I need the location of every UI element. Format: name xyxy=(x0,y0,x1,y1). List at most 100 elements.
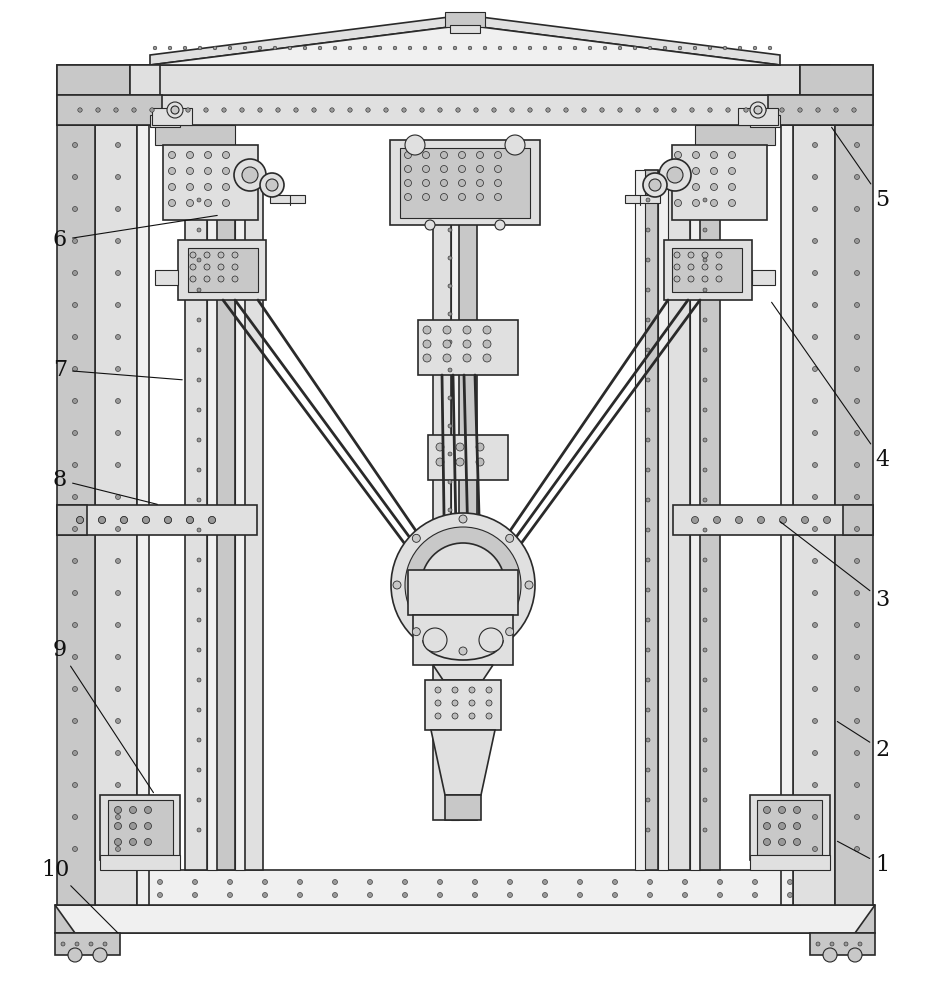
Circle shape xyxy=(573,46,577,50)
Bar xyxy=(155,270,178,285)
Circle shape xyxy=(441,151,447,158)
Circle shape xyxy=(852,108,857,112)
Circle shape xyxy=(816,942,820,946)
Circle shape xyxy=(222,184,230,190)
Circle shape xyxy=(834,108,838,112)
Bar xyxy=(668,170,690,870)
Circle shape xyxy=(208,516,216,524)
Circle shape xyxy=(513,46,517,50)
Bar xyxy=(400,148,530,218)
Circle shape xyxy=(788,892,792,898)
Circle shape xyxy=(703,498,707,502)
Circle shape xyxy=(448,452,452,456)
Bar xyxy=(738,108,778,125)
Circle shape xyxy=(187,516,193,524)
Circle shape xyxy=(197,348,201,352)
Circle shape xyxy=(423,326,431,334)
Circle shape xyxy=(646,198,650,202)
Circle shape xyxy=(61,942,65,946)
Circle shape xyxy=(703,828,707,832)
Circle shape xyxy=(187,167,193,174)
Circle shape xyxy=(348,108,352,112)
Circle shape xyxy=(393,581,401,589)
Circle shape xyxy=(468,46,472,50)
Circle shape xyxy=(168,46,172,50)
Circle shape xyxy=(469,700,475,706)
Circle shape xyxy=(330,108,334,112)
Circle shape xyxy=(703,678,707,682)
Circle shape xyxy=(495,151,501,158)
Circle shape xyxy=(197,558,201,562)
Circle shape xyxy=(436,443,444,451)
Circle shape xyxy=(752,880,758,884)
Circle shape xyxy=(197,708,201,712)
Circle shape xyxy=(525,581,533,589)
Circle shape xyxy=(813,462,817,468)
Circle shape xyxy=(115,558,121,564)
Circle shape xyxy=(702,276,708,282)
Bar xyxy=(645,170,658,870)
Circle shape xyxy=(703,558,707,562)
Circle shape xyxy=(703,708,707,712)
Circle shape xyxy=(492,108,497,112)
Circle shape xyxy=(303,46,307,50)
Circle shape xyxy=(678,46,682,50)
Circle shape xyxy=(73,750,77,756)
Circle shape xyxy=(150,108,154,112)
Circle shape xyxy=(476,443,484,451)
Bar xyxy=(207,170,217,870)
Circle shape xyxy=(484,46,486,50)
Circle shape xyxy=(165,516,171,524)
Circle shape xyxy=(647,892,653,898)
Circle shape xyxy=(798,108,803,112)
Circle shape xyxy=(168,200,176,207)
Bar xyxy=(625,195,660,203)
Circle shape xyxy=(663,46,667,50)
Bar xyxy=(137,125,149,905)
Circle shape xyxy=(422,151,430,158)
Circle shape xyxy=(752,892,758,898)
Circle shape xyxy=(604,46,606,50)
Circle shape xyxy=(703,198,707,202)
Circle shape xyxy=(495,220,505,230)
Bar xyxy=(800,65,873,95)
Circle shape xyxy=(646,798,650,802)
Circle shape xyxy=(187,200,193,207)
Circle shape xyxy=(646,588,650,592)
Circle shape xyxy=(448,564,452,568)
Circle shape xyxy=(674,276,680,282)
Circle shape xyxy=(855,846,859,852)
Bar xyxy=(57,505,257,535)
Circle shape xyxy=(204,252,210,258)
Circle shape xyxy=(204,264,210,270)
Circle shape xyxy=(654,108,658,112)
Circle shape xyxy=(190,276,196,282)
Circle shape xyxy=(115,622,121,628)
Circle shape xyxy=(197,588,201,592)
Circle shape xyxy=(855,686,859,692)
Circle shape xyxy=(333,46,337,50)
Circle shape xyxy=(646,288,650,292)
Circle shape xyxy=(198,46,202,50)
Circle shape xyxy=(495,165,501,172)
Circle shape xyxy=(476,194,484,200)
Circle shape xyxy=(528,46,532,50)
Circle shape xyxy=(73,782,77,788)
Circle shape xyxy=(190,264,196,270)
Circle shape xyxy=(115,142,121,147)
Circle shape xyxy=(115,526,121,532)
Circle shape xyxy=(190,252,196,258)
Circle shape xyxy=(129,806,137,814)
Circle shape xyxy=(187,516,193,524)
Bar xyxy=(57,95,873,125)
Bar xyxy=(152,108,192,125)
Circle shape xyxy=(423,46,427,50)
Circle shape xyxy=(793,806,801,814)
Bar xyxy=(800,65,873,95)
Circle shape xyxy=(646,438,650,442)
Circle shape xyxy=(115,302,121,308)
Circle shape xyxy=(716,264,722,270)
Circle shape xyxy=(443,354,451,362)
Circle shape xyxy=(813,590,817,595)
Circle shape xyxy=(402,108,406,112)
